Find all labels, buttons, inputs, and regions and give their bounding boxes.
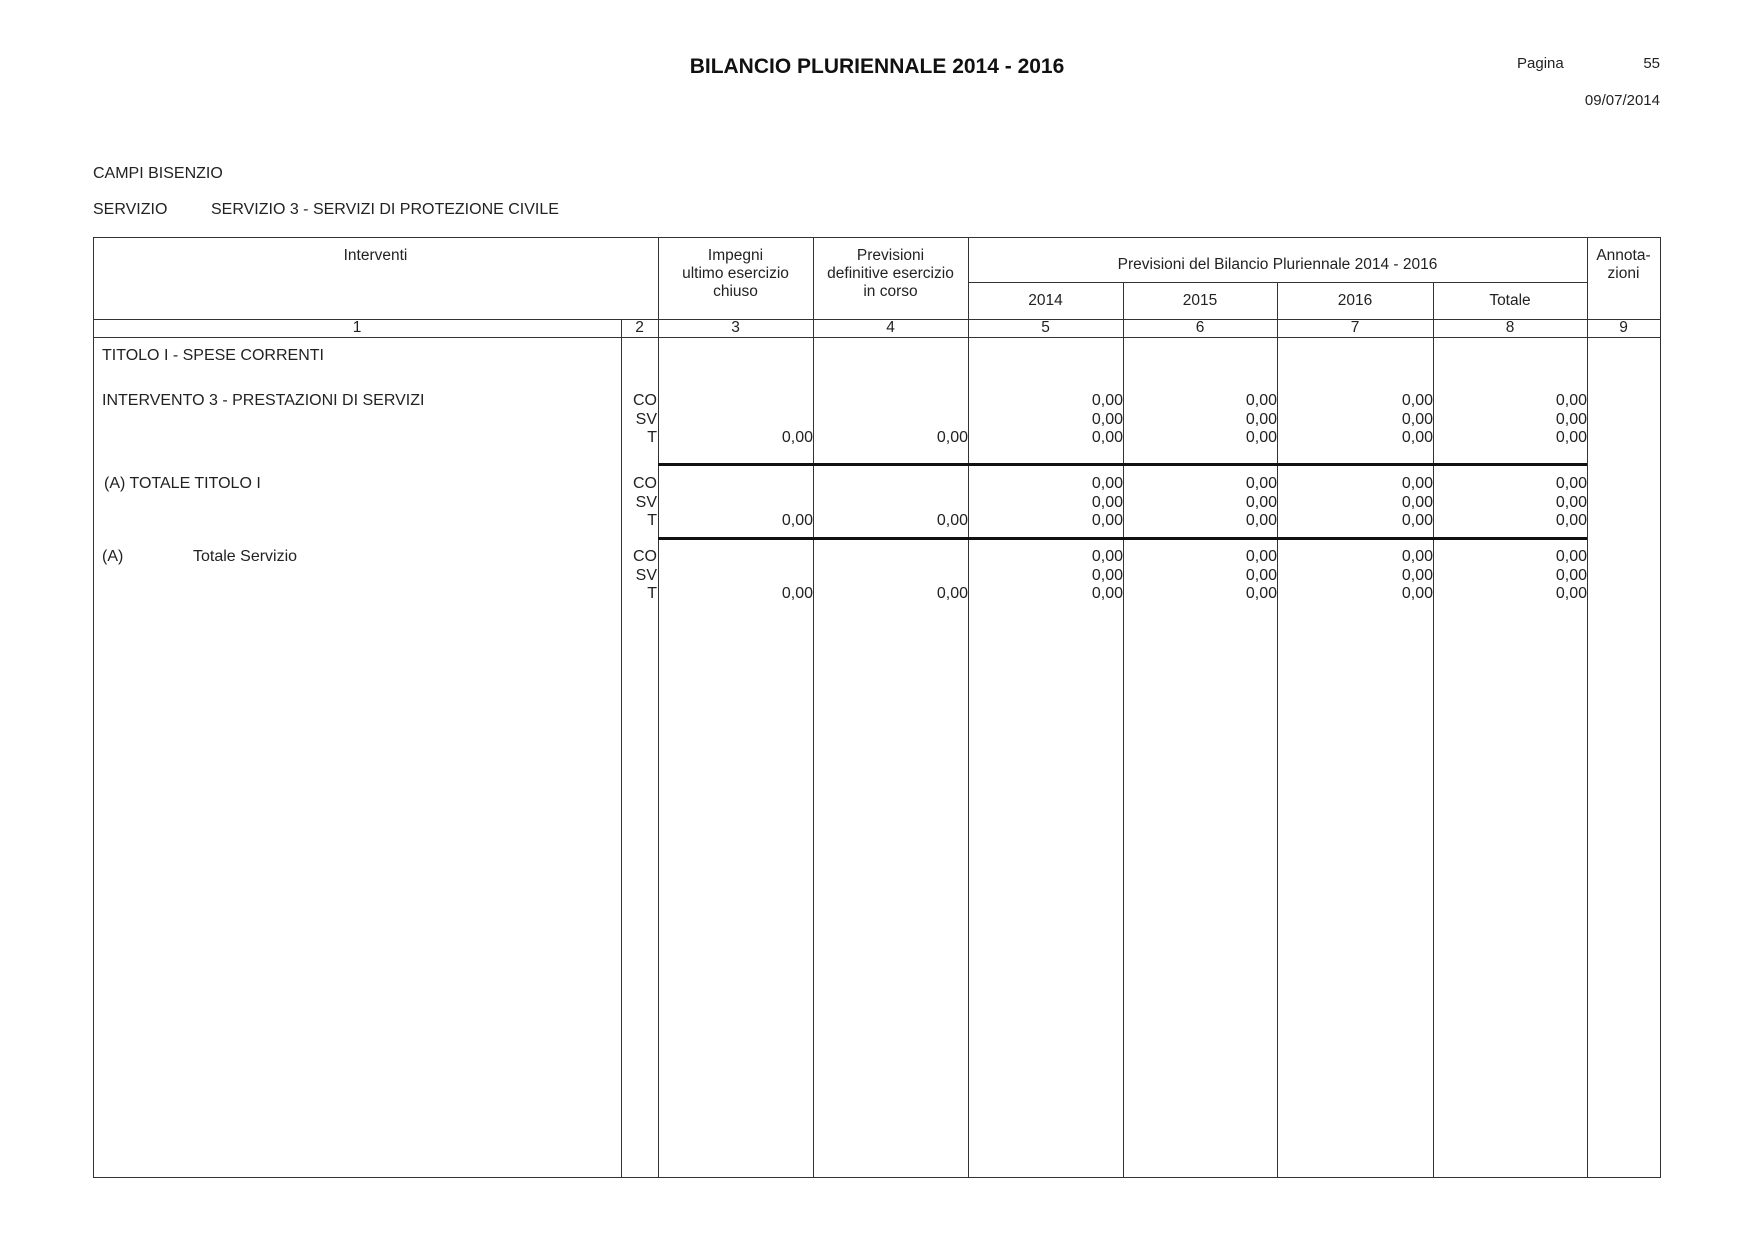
col-line — [1433, 282, 1434, 1177]
amount-cell: 0,00 — [1401, 429, 1433, 446]
amount-cell: 0,00 — [1245, 429, 1277, 446]
servizio-label: SERVIZIO — [93, 201, 168, 218]
amount-cell: 0,00 — [1401, 566, 1433, 584]
amount-cell: 0,00 — [1555, 548, 1587, 565]
total-separator — [658, 537, 1587, 540]
amount-cell: 0,00 — [1245, 512, 1277, 529]
column-number: 5 — [1041, 319, 1050, 336]
amount-cell: 0,00 — [1555, 493, 1587, 511]
entity-name: CAMPI BISENZIO — [93, 165, 223, 182]
amount-cell: 0,00 — [1245, 548, 1277, 565]
amount-cell: 0,00 — [1555, 475, 1587, 492]
amount-cell: 0,00 — [1401, 548, 1433, 565]
header-interventi: Interventi — [343, 247, 408, 264]
header-bottom — [93, 319, 1661, 320]
col-line — [813, 237, 814, 1177]
amount-cell: 0,00 — [1091, 429, 1123, 446]
column-number: 1 — [352, 319, 362, 336]
servizio-value: SERVIZIO 3 - SERVIZI DI PROTEZIONE CIVIL… — [211, 201, 559, 218]
column-number: 9 — [1619, 319, 1628, 336]
amount-cell: 0,00 — [1091, 410, 1123, 428]
page-label: Pagina — [1517, 55, 1564, 72]
amount-cell: 0,00 — [1091, 392, 1123, 409]
amount-cell: 0,00 — [1401, 392, 1433, 409]
col-line — [1587, 237, 1588, 1177]
row-label: (A) TOTALE TITOLO I — [104, 475, 261, 492]
amount-cell: 0,00 — [1245, 410, 1277, 428]
amount-cell: 0,00 — [781, 429, 813, 446]
header-2016: 2016 — [1337, 292, 1373, 309]
amount-cell: 0,00 — [781, 512, 813, 529]
amount-cell: 0,00 — [1245, 392, 1277, 409]
row-code: SV — [635, 566, 657, 584]
amount-cell: 0,00 — [1555, 410, 1587, 428]
header-annotazioni: Annota- zioni — [1596, 247, 1651, 282]
amount-cell: 0,00 — [936, 512, 968, 529]
row-code: CO — [633, 475, 657, 492]
amount-cell: 0,00 — [1401, 410, 1433, 428]
amount-cell: 0,00 — [1091, 493, 1123, 511]
amount-cell: 0,00 — [1401, 475, 1433, 492]
col-line — [621, 319, 622, 1177]
amount-cell: 0,00 — [1091, 548, 1123, 565]
amount-cell: 0,00 — [1555, 566, 1587, 584]
header-totale: Totale — [1489, 292, 1531, 309]
col-line — [658, 237, 659, 1177]
amount-cell: 0,00 — [1401, 512, 1433, 529]
row-code: CO — [633, 392, 657, 409]
report-title: BILANCIO PLURIENNALE 2014 - 2016 — [689, 55, 1065, 78]
section-heading: TITOLO I - SPESE CORRENTI — [102, 347, 324, 364]
number-row-bottom — [93, 337, 1661, 338]
amount-cell: 0,00 — [1401, 493, 1433, 511]
amount-cell: 0,00 — [936, 585, 968, 602]
table-border-bottom — [93, 1177, 1661, 1178]
row-label-secondary: Totale Servizio — [193, 548, 298, 565]
col-line — [968, 237, 969, 1177]
amount-cell: 0,00 — [1555, 392, 1587, 409]
amount-cell: 0,00 — [1245, 493, 1277, 511]
column-number: 6 — [1195, 319, 1205, 336]
amount-cell: 0,00 — [1555, 585, 1587, 602]
table-border-top — [93, 237, 1661, 238]
amount-cell: 0,00 — [1091, 475, 1123, 492]
header-previsioni-definitive: Previsioni definitive esercizio in corso — [827, 247, 954, 300]
row-code: SV — [635, 410, 657, 428]
row-code: CO — [633, 548, 657, 565]
row-label: (A) — [102, 548, 124, 565]
row-label: INTERVENTO 3 - PRESTAZIONI DI SERVIZI — [102, 392, 425, 409]
amount-cell: 0,00 — [1401, 585, 1433, 602]
column-number: 8 — [1505, 319, 1515, 336]
row-code: T — [647, 429, 657, 446]
amount-cell: 0,00 — [1245, 585, 1277, 602]
amount-cell: 0,00 — [936, 429, 968, 446]
column-number: 4 — [886, 319, 895, 336]
row-code: T — [647, 585, 657, 602]
table-border-left — [93, 237, 94, 1178]
header-previsioni-pluriennale: Previsioni del Bilancio Pluriennale 2014… — [1117, 256, 1438, 273]
amount-cell: 0,00 — [1091, 512, 1123, 529]
page-number: 55 — [1643, 55, 1660, 72]
amount-cell: 0,00 — [781, 585, 813, 602]
amount-cell: 0,00 — [1555, 512, 1587, 529]
table-border-right — [1660, 237, 1661, 1178]
amount-cell: 0,00 — [1555, 429, 1587, 446]
report-date: 09/07/2014 — [1584, 92, 1660, 109]
header-2015: 2015 — [1182, 292, 1218, 309]
amount-cell: 0,00 — [1245, 475, 1277, 492]
column-number: 7 — [1350, 319, 1360, 336]
row-code: SV — [635, 493, 657, 511]
col-line — [1123, 282, 1124, 1177]
column-number: 3 — [731, 319, 740, 336]
amount-cell: 0,00 — [1245, 566, 1277, 584]
row-code: T — [647, 512, 657, 529]
amount-cell: 0,00 — [1091, 585, 1123, 602]
column-number: 2 — [635, 319, 644, 336]
header-impegni: Impegni ultimo esercizio chiuso — [682, 247, 789, 300]
amount-cell: 0,00 — [1091, 566, 1123, 584]
col-line — [1277, 282, 1278, 1177]
total-separator — [658, 463, 1587, 466]
header-2014: 2014 — [1028, 292, 1063, 309]
